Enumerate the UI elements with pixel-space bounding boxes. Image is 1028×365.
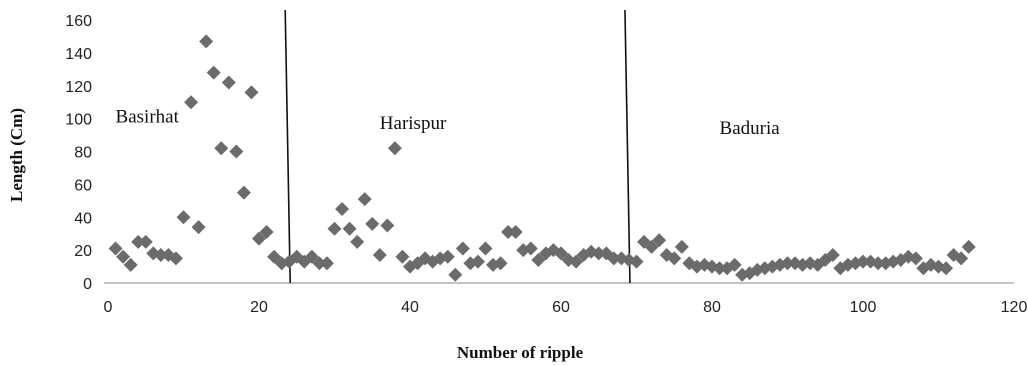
data-point	[304, 249, 319, 264]
data-point	[591, 246, 606, 261]
data-point	[455, 241, 470, 256]
data-point	[856, 254, 870, 269]
region-label: Baduria	[720, 118, 781, 139]
x-tick-label: 120	[1001, 299, 1028, 316]
data-point	[357, 192, 372, 207]
data-point	[501, 225, 516, 240]
x-tick-label: 20	[250, 299, 268, 316]
data-point	[554, 246, 568, 261]
y-tick-label: 20	[74, 243, 92, 260]
data-point	[312, 256, 327, 271]
y-tick-label: 140	[65, 46, 92, 63]
data-point	[350, 234, 365, 249]
y-tick-label: 120	[65, 79, 92, 96]
x-tick-label: 0	[104, 299, 113, 316]
y-tick-label: 160	[65, 13, 92, 30]
data-point	[138, 234, 153, 249]
y-tick-label: 100	[65, 112, 92, 129]
data-point	[131, 234, 146, 249]
data-point	[523, 241, 538, 256]
x-axis-ticks: 0 20 40 60 80 100 120	[104, 299, 1028, 316]
data-point	[652, 233, 667, 248]
data-point	[184, 95, 199, 110]
region-dividers	[284, 9, 631, 284]
data-point	[908, 251, 923, 266]
data-point	[327, 221, 342, 236]
data-point	[954, 251, 969, 266]
data-point	[387, 141, 402, 156]
region-divider-line	[624, 9, 631, 284]
data-point	[893, 252, 908, 267]
y-axis-title: Length (Cm)	[7, 108, 26, 202]
data-point	[818, 252, 833, 267]
data-point	[448, 267, 463, 282]
data-point	[191, 220, 206, 235]
data-point	[335, 202, 350, 217]
data-point	[939, 261, 954, 276]
data-point	[395, 249, 410, 264]
region-labels: Basirhat Harispur Baduria	[116, 106, 781, 139]
x-axis-title: Number of ripple	[457, 343, 584, 362]
data-point	[176, 210, 191, 225]
data-point	[712, 261, 727, 276]
region-label: Basirhat	[116, 106, 180, 127]
data-point	[569, 254, 584, 269]
y-tick-label: 0	[83, 276, 92, 293]
data-point	[221, 75, 236, 90]
data-point	[629, 254, 644, 269]
data-point	[244, 85, 259, 100]
x-tick-label: 40	[401, 299, 419, 316]
data-point	[199, 34, 214, 49]
data-point	[531, 252, 546, 267]
data-point	[365, 216, 380, 231]
data-point	[372, 248, 387, 263]
data-point	[252, 231, 266, 246]
plot-area: 0 20 40 60 80 100 120 0 20 40 60 80 100 120 140 160 Ba…	[65, 9, 1028, 316]
data-point	[780, 256, 795, 271]
data-point	[342, 221, 357, 236]
data-point	[508, 225, 523, 240]
data-point	[478, 241, 493, 256]
data-point	[123, 257, 138, 272]
data-point	[961, 239, 976, 254]
data-point	[470, 254, 485, 269]
y-tick-label: 60	[74, 177, 92, 194]
region-divider-line	[284, 9, 291, 284]
data-point	[267, 249, 282, 264]
x-tick-label: 60	[552, 299, 570, 316]
data-point	[440, 249, 455, 264]
region-label: Harispur	[380, 113, 447, 134]
data-point	[493, 256, 508, 271]
data-point	[380, 218, 395, 233]
data-point	[727, 257, 742, 272]
data-point	[259, 225, 274, 240]
data-point	[108, 241, 123, 256]
y-tick-label: 40	[74, 210, 92, 227]
data-point	[674, 239, 689, 254]
data-point	[168, 251, 183, 266]
data-point	[871, 256, 886, 271]
y-tick-label: 80	[74, 145, 92, 162]
data-point	[206, 65, 221, 80]
data-point	[606, 251, 621, 266]
data-point	[319, 256, 334, 271]
data-point	[667, 251, 682, 266]
data-points	[108, 34, 976, 282]
data-point	[214, 141, 229, 156]
data-point	[153, 248, 168, 263]
y-axis-ticks: 0 20 40 60 80 100 120 140 160	[65, 13, 92, 293]
data-point	[236, 185, 251, 200]
data-point	[644, 239, 659, 254]
x-tick-label: 100	[850, 299, 877, 316]
data-point	[229, 144, 244, 159]
data-point	[825, 248, 840, 263]
x-tick-label: 80	[703, 299, 721, 316]
data-point	[116, 249, 131, 264]
